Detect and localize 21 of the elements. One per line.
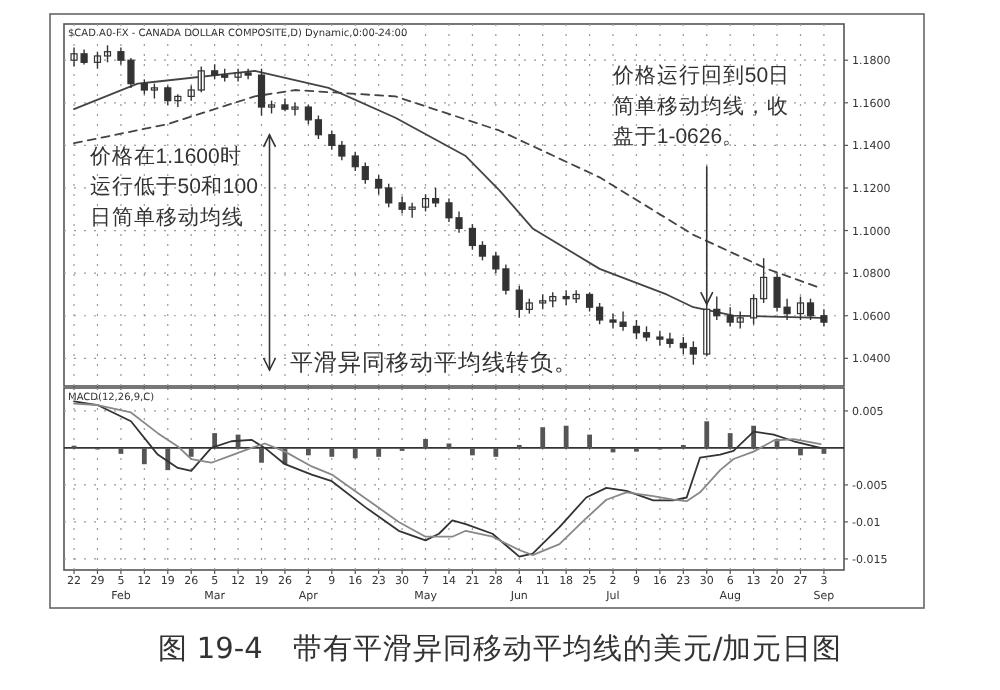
bar [423, 439, 428, 448]
candlestick [820, 308, 828, 328]
bar [727, 433, 733, 448]
annotation: 平滑异同移动平均线转负。 [290, 348, 578, 376]
bar [259, 447, 264, 463]
bar [798, 447, 803, 456]
bar [305, 447, 311, 456]
bar [329, 447, 335, 457]
bar [563, 425, 569, 448]
bar [188, 447, 194, 457]
caption: 图 19-4 带有平滑异同移动平均线的美元/加元日图 [157, 632, 843, 666]
bar [704, 421, 710, 448]
bar [493, 447, 499, 457]
annotation: 价格运行回到50日简单移动均线，收盘于1-0626。 [610, 62, 791, 150]
bar [376, 447, 382, 457]
bar [141, 447, 147, 465]
annotation: 价格在1.1600时运行低于50和100日简单移动均线 [87, 142, 259, 230]
bar [352, 447, 358, 459]
bar [470, 447, 475, 456]
bar [540, 427, 546, 448]
bar [587, 434, 592, 448]
